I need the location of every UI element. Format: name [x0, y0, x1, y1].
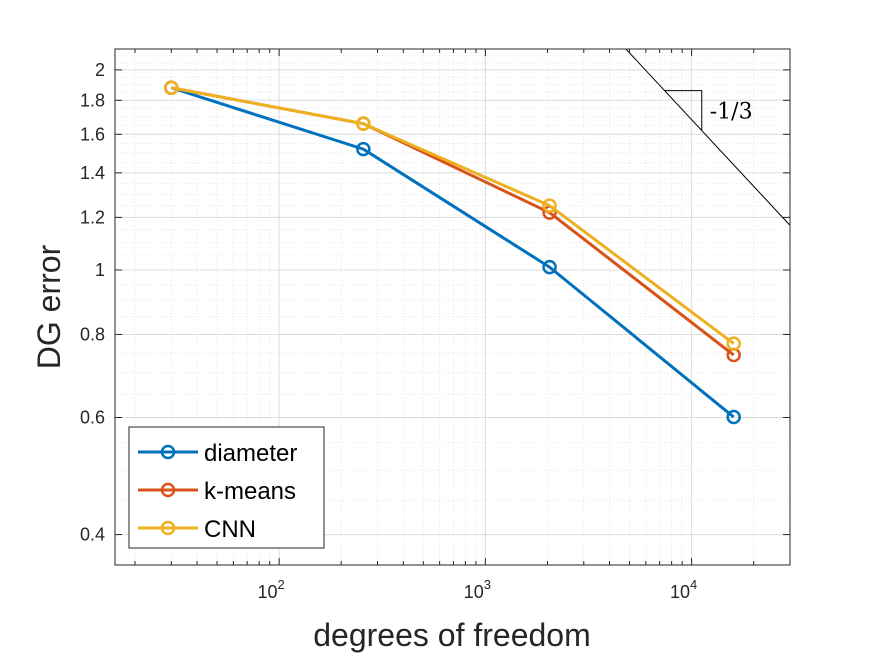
x-tick-label: 104	[670, 577, 697, 602]
y-tick-label: 2	[95, 60, 105, 80]
data-point-CNN	[542, 198, 557, 213]
data-point-diameter	[726, 409, 741, 425]
data-point-CNN	[164, 80, 179, 95]
tick-labels: 0.4 0.6 0.8 1 1.2 1.4 1.6 1.8 2 102 103 104	[80, 60, 697, 602]
slope-triangle	[664, 90, 703, 131]
legend-label-k-means: k-means	[204, 478, 296, 505]
legend-label-CNN: CNN	[204, 516, 256, 543]
data-point-CNN	[726, 336, 741, 351]
tick-layer	[115, 49, 791, 565]
y-axis-title: DG error	[31, 244, 67, 369]
legend-marker-CNN	[160, 520, 176, 536]
y-tick-label: 0.6	[80, 408, 105, 428]
y-tick-label: 1	[95, 260, 105, 280]
series-line-CNN	[171, 86, 735, 345]
y-tick-label: 1.2	[80, 207, 105, 227]
axes-box	[114, 48, 791, 566]
x-axis-title: degrees of freedom	[313, 617, 591, 653]
x-tick-label: 103	[464, 577, 491, 602]
y-tick-label: 0.8	[80, 324, 105, 344]
y-tick-label: 1.4	[80, 163, 105, 183]
reference-slope	[625, 49, 790, 227]
legend-marker-diameter	[160, 444, 176, 460]
data-point-diameter	[542, 259, 557, 275]
series-layer	[164, 80, 741, 425]
slope-reference-line	[625, 49, 790, 227]
minor-grid	[115, 48, 791, 565]
data-point-diameter	[356, 141, 371, 157]
x-tick-label: 102	[258, 577, 285, 602]
slope-label: -1/3	[710, 100, 753, 125]
y-tick-label: 1.8	[80, 90, 105, 110]
major-grid	[115, 49, 790, 565]
legend-marker-k-means	[160, 482, 176, 498]
y-tick-label: 1.6	[80, 124, 105, 144]
legend: diameter k-means CNN	[128, 426, 325, 549]
data-point-CNN	[356, 116, 371, 131]
series-line-diameter	[170, 86, 735, 419]
legend-label-diameter: diameter	[204, 440, 297, 467]
y-tick-label: 0.4	[80, 525, 105, 545]
